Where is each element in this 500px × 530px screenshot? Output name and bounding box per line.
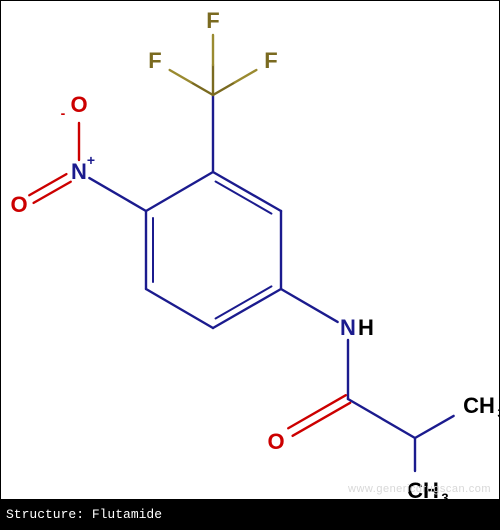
atom-label-O_dbl: O	[10, 192, 27, 218]
atom-label-F2: F	[206, 8, 219, 34]
atom-label-N_nitro: +	[87, 152, 95, 168]
footer-bar: Structure: Flutamide	[0, 500, 500, 530]
atom-label-C_me1: CH	[463, 393, 495, 419]
atom-label-O_minus: O	[70, 92, 87, 118]
atom-label-F1: F	[148, 48, 161, 74]
atom-label-F3: F	[264, 48, 277, 74]
watermark: www.genericdrugscan.com	[348, 483, 491, 495]
atom-label-N_nitro: N	[71, 159, 87, 185]
atom-label-O_minus: -	[61, 105, 66, 121]
atom-label-O_keto: O	[267, 429, 284, 455]
molecule-canvas: N+O-OFFFNHOCH3CH3 www.genericdrugscan.co…	[0, 0, 500, 500]
atom-label-N_amide: H	[358, 315, 374, 341]
bond-layer	[1, 1, 500, 501]
atom-label-N_amide: N	[340, 315, 356, 341]
